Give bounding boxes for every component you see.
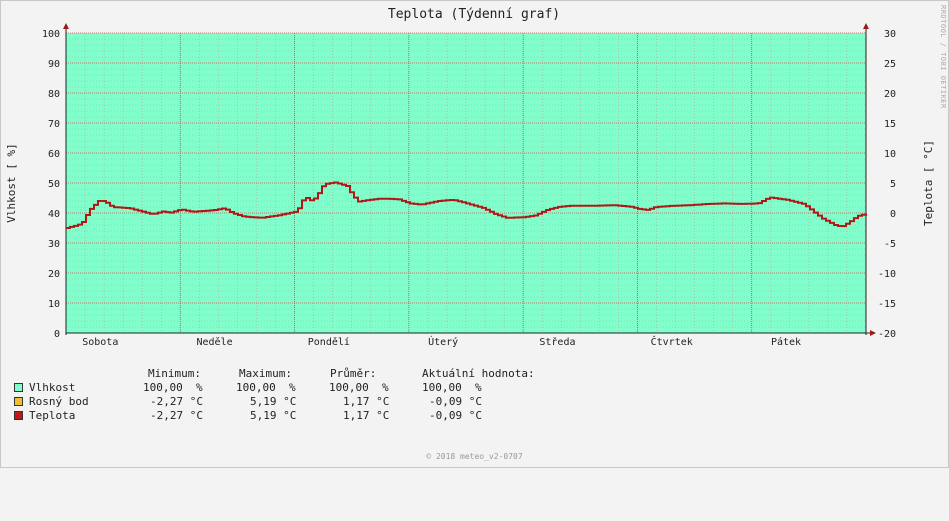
x-tick-label: Pátek bbox=[771, 336, 801, 348]
y-tick-label-left: 90 bbox=[48, 59, 60, 70]
footer-copyright: © 2018 meteo_v2-0707 bbox=[426, 452, 523, 461]
stat-avg: 1,17 °C bbox=[343, 409, 390, 422]
stat-avg: 1,17 °C bbox=[343, 395, 390, 408]
y-tick-label-left: 20 bbox=[48, 269, 60, 280]
series-name: Teplota bbox=[29, 409, 76, 422]
y-axis-title-right: Teplota [ °C] bbox=[922, 140, 935, 226]
y-axis-left-arrow bbox=[63, 23, 69, 29]
stat-current: 100,00 % bbox=[422, 381, 482, 394]
y-tick-label-left: 0 bbox=[54, 329, 60, 340]
y-axis-title-left: Vlhkost [ %] bbox=[5, 143, 18, 222]
header-minimum: Minimum: bbox=[148, 367, 201, 380]
stats-header-row: Minimum: Maximum: Průměr: Aktuální hodno… bbox=[14, 367, 535, 381]
stat-min: -2,27 °C bbox=[150, 395, 203, 408]
header-aktualni: Aktuální hodnota: bbox=[422, 367, 535, 380]
x-tick-label: Čtvrtek bbox=[651, 335, 693, 348]
stats-row-rosny-bod: Rosný bod -2,27 °C 5,19 °C 1,17 °C -0,09… bbox=[14, 395, 482, 409]
stat-avg: 100,00 % bbox=[329, 381, 389, 394]
rrdtool-watermark: RRDTOOL / TOBI OETIKER bbox=[939, 5, 947, 109]
y-tick-label-right: -20 bbox=[878, 329, 896, 340]
y-tick-label-left: 50 bbox=[48, 179, 60, 190]
y-tick-label-left: 100 bbox=[42, 29, 60, 40]
x-tick-label: Sobota bbox=[82, 337, 118, 348]
x-tick-label: Pondělí bbox=[308, 336, 350, 348]
x-tick-label: Neděle bbox=[197, 336, 233, 348]
stat-min: -2,27 °C bbox=[150, 409, 203, 422]
x-tick-label: Úterý bbox=[428, 335, 458, 348]
y-tick-label-right: -5 bbox=[884, 239, 896, 250]
y-tick-label-left: 70 bbox=[48, 119, 60, 130]
plot-area: 0 10 20 30 40 50 60 70 80 90 100 -20 -15 -10 -5 0 5 10 15 2… bbox=[5, 23, 935, 348]
x-tick-label: Středa bbox=[539, 336, 575, 348]
stats-row-vlhkost: Vlhkost 100,00 % 100,00 % 100,00 % 100,0… bbox=[14, 381, 482, 395]
stat-max: 5,19 °C bbox=[250, 409, 297, 422]
y-tick-label-right: -15 bbox=[878, 299, 896, 310]
series-name: Vlhkost bbox=[29, 381, 76, 394]
y-tick-label-right: 15 bbox=[884, 119, 896, 130]
chart-title: Teplota (Týdenní graf) bbox=[388, 7, 560, 22]
legend-swatch-rosny-bod bbox=[14, 397, 23, 406]
stat-min: 100,00 % bbox=[143, 381, 203, 394]
y-tick-label-right: 5 bbox=[890, 179, 896, 190]
x-axis-arrow bbox=[870, 330, 876, 336]
stat-max: 100,00 % bbox=[236, 381, 296, 394]
series-name: Rosný bod bbox=[29, 395, 89, 408]
y-tick-label-left: 80 bbox=[48, 89, 60, 100]
y-tick-label-right: 25 bbox=[884, 59, 896, 70]
y-tick-label-right: -10 bbox=[878, 269, 896, 280]
stats-row-teplota: Teplota -2,27 °C 5,19 °C 1,17 °C -0,09 °… bbox=[14, 409, 482, 423]
legend-swatch-teplota bbox=[14, 411, 23, 420]
y-tick-label-right: 30 bbox=[884, 29, 896, 40]
y-axis-right-arrow bbox=[863, 23, 869, 29]
header-prumer: Průměr: bbox=[330, 367, 377, 380]
y-tick-label-right: 20 bbox=[884, 89, 896, 100]
legend-swatch-vlhkost bbox=[14, 383, 23, 392]
y-tick-label-right: 0 bbox=[890, 209, 896, 220]
series-line-teplota bbox=[66, 181, 867, 229]
header-maximum: Maximum: bbox=[239, 367, 292, 380]
y-tick-label-left: 40 bbox=[48, 209, 60, 220]
y-tick-label-left: 60 bbox=[48, 149, 60, 160]
stat-max: 5,19 °C bbox=[250, 395, 297, 408]
y-tick-label-right: 10 bbox=[884, 149, 896, 160]
stat-current: -0,09 °C bbox=[429, 409, 482, 422]
chart-svg: Teplota (Týdenní graf) 01020304050607080… bbox=[5, 7, 935, 348]
stat-current: -0,09 °C bbox=[429, 395, 482, 408]
y-tick-label-left: 30 bbox=[48, 239, 60, 250]
y-tick-label-left: 10 bbox=[48, 299, 60, 310]
